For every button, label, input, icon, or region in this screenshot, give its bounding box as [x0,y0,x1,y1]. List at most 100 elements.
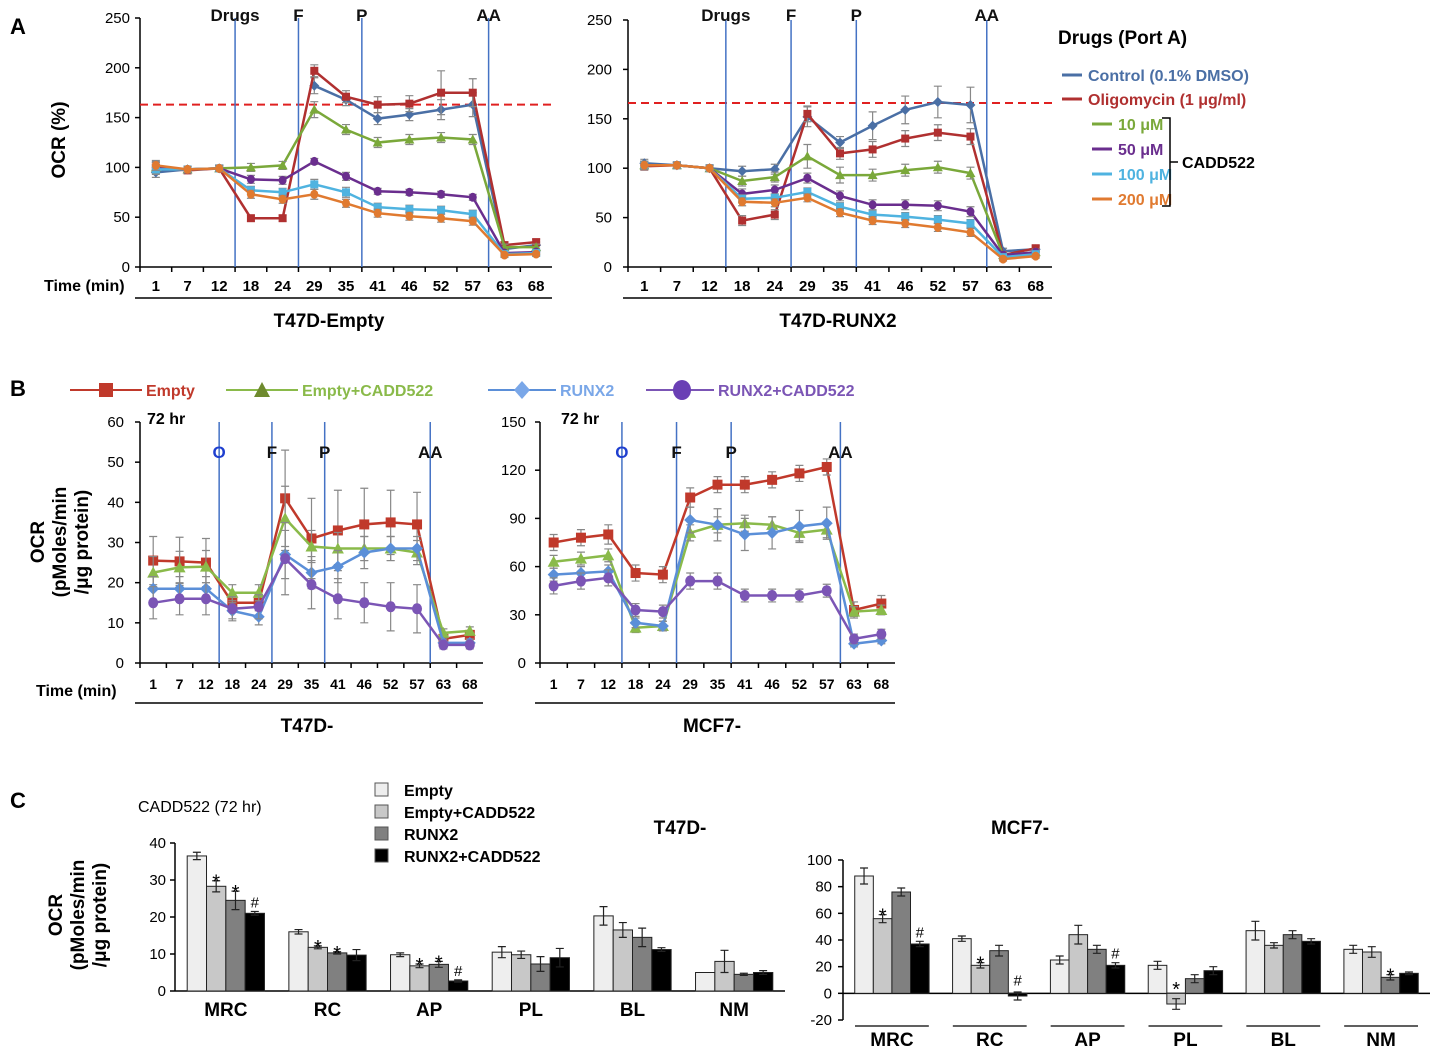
data-point [405,187,414,197]
data-point [332,593,343,605]
series-200-m [640,160,1040,264]
data-point [630,604,641,616]
data-point [770,198,779,208]
data-point [802,151,813,161]
y-tick-label: 30 [149,872,166,889]
x-tick-label: 41 [864,278,881,295]
bar-empty-cadd522 [872,918,893,994]
data-point [309,104,320,114]
y-tick-label: 100 [587,160,612,177]
error-bar [212,880,221,893]
x-tick-label: 68 [528,278,545,295]
error-bar [250,910,259,916]
data-point [373,203,382,212]
bar-runx2-cadd522 [1301,940,1321,994]
data-point [373,208,382,218]
legend-group-bracket [1162,117,1178,207]
data-point [310,180,319,189]
data-point [835,137,845,148]
panel-a-legend: Drugs (Port A) Control (0.1% DMSO) Oligo… [1058,28,1255,209]
data-point [900,104,911,115]
data-point [629,616,642,629]
bar-empty [854,875,874,994]
x-tick-label: 41 [330,676,346,692]
data-point [148,597,159,609]
error-bar [1349,944,1358,954]
category-label: MRC [204,1000,248,1021]
significance-star: * [333,943,341,965]
x-axis-label: Time (min) [44,278,125,295]
x-tick-label: 68 [874,676,890,692]
data-point [373,100,382,109]
panel-b-y-label-line-2: (pMoles/min [50,487,71,598]
data-point [548,580,559,592]
data-point [657,606,668,618]
data-point [849,633,860,645]
x-tick-label: 46 [764,676,780,692]
error-bar [352,948,361,962]
chart-bar-mcf7: -20 0 20 40 60 80 100 MCF7- MRC RC AP PL BL NM * # * # # * * [807,818,1430,1051]
error-bar [915,940,924,948]
category-label: AP [1074,1030,1101,1051]
data-point [794,468,805,479]
data-point [684,514,697,527]
bar-empty [1343,948,1363,994]
panel-c-y-label-line-3: /μg protein) [90,863,111,968]
data-point [412,603,423,615]
y-tick-label: 10 [107,615,124,632]
bar-runx2-cadd522 [752,972,774,992]
panel-label-b: B [10,376,26,401]
data-point [342,198,350,208]
x-tick-label: 24 [766,278,783,295]
time-note: 72 hr [561,411,599,428]
bar-empty-cadd522 [206,885,227,992]
x-tick-label: 57 [409,676,425,692]
data-point [436,132,447,142]
legend-item-empty: Empty [70,383,195,400]
x-tick-label: 12 [600,676,616,692]
x-tick-label: 18 [734,278,751,295]
y-tick-label: -20 [810,1012,832,1029]
injection-label-o: O [213,443,226,462]
data-point [820,517,833,530]
x-tick-label: 41 [737,676,753,692]
bar-runx2 [989,950,1009,994]
data-point [574,552,587,564]
legend-group-label: CADD522 [1182,155,1255,172]
x-tick-label: 57 [962,278,979,295]
x-tick-label: 41 [369,278,386,295]
data-point [836,191,844,201]
data-point [277,160,288,170]
x-tick-label: 52 [792,676,808,692]
time-note: 72 hr [147,411,185,428]
error-bar [1074,924,1083,945]
data-point [738,197,747,207]
data-point [875,603,888,615]
error-bar [1251,920,1260,941]
data-point [437,206,446,215]
data-point [711,518,724,531]
x-tick-label: 35 [338,278,355,295]
data-point [183,164,192,174]
bar-runx2 [891,891,912,994]
panel-a-legend-title: Drugs (Port A) [1058,28,1187,49]
data-point [438,639,449,651]
error-bar [192,851,201,861]
y-tick-label: 150 [501,414,526,431]
data-point [278,214,287,223]
data-point [868,200,877,210]
data-point [278,194,287,204]
chart-title: T47D-RUNX2 [779,311,896,332]
panel-b-y-axis-label: OCR (pMoles/min /μg protein) [28,487,93,598]
significance-star: * [977,954,985,976]
x-tick-label: 52 [930,278,947,295]
legend-item-50um: 50 μM [1092,142,1163,159]
injection-label-f: F [267,443,277,462]
significance-star: * [314,937,322,959]
significance-hash: # [1013,972,1022,989]
data-point [966,227,975,237]
category-label: BL [620,1000,646,1021]
chart-mcf7-72hr: 0 30 60 90 120 150 1 7 12 18 24 29 35 41 46 52 57 63 68 MCF… [501,411,895,737]
chart-t47d-runx2: 0 50 100 150 200 250 1 7 12 18 24 29 35 41 46 52 57 63 68 T… [587,6,1052,332]
